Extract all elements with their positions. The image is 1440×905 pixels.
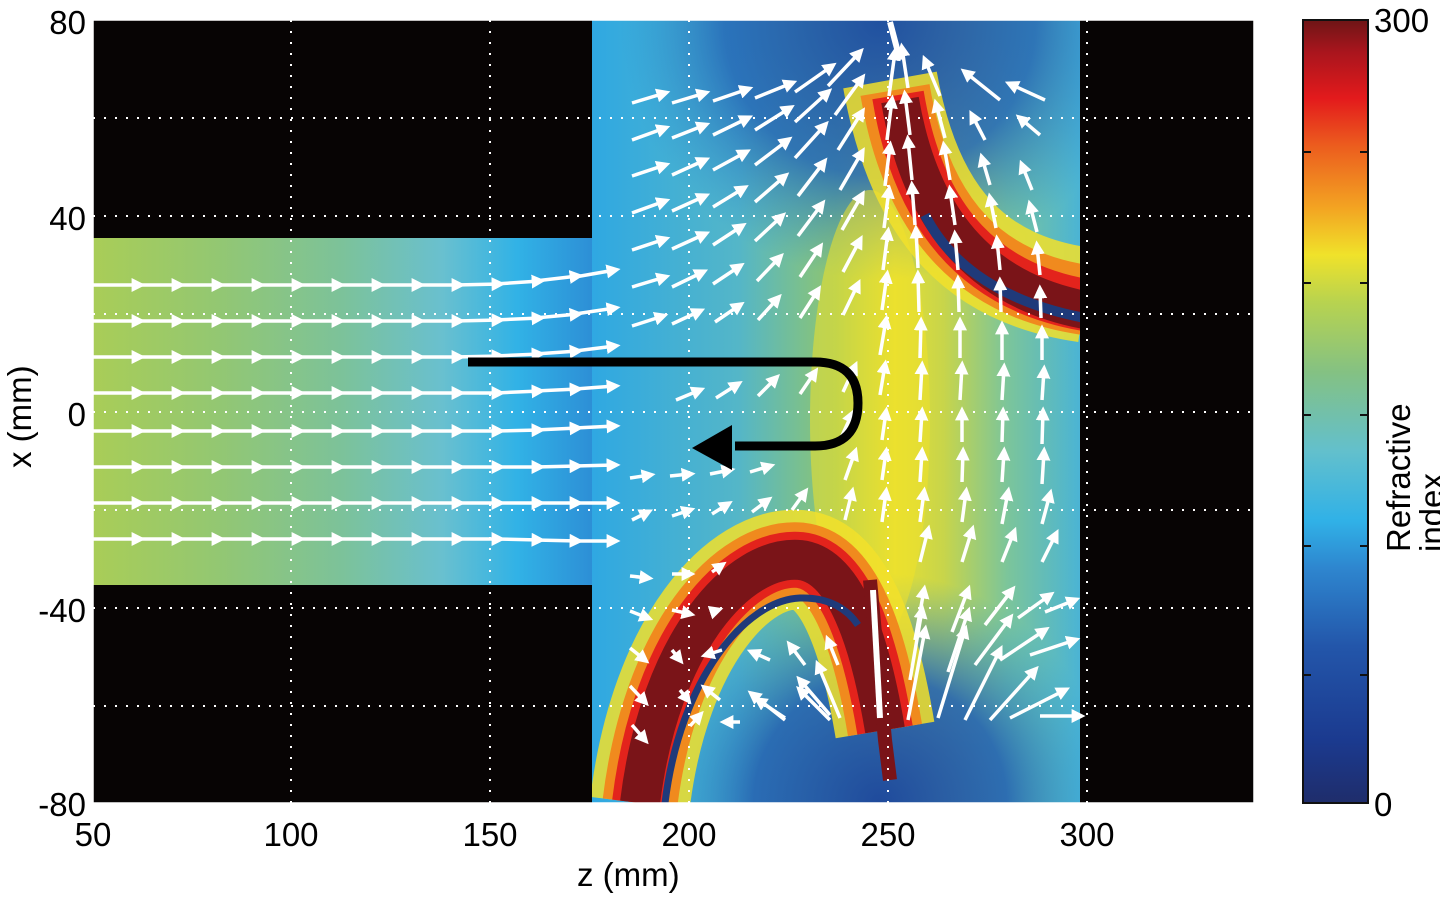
y-axis-title: x (mm) [1, 365, 38, 468]
y-tick-label: -80 [38, 786, 86, 823]
x-tick-label: 100 [263, 816, 319, 853]
axes-frame [92, 19, 1255, 804]
x-tick-label: 300 [1059, 816, 1115, 853]
x-tick-label: 200 [661, 816, 717, 853]
x-axis-title: z (mm) [577, 856, 680, 893]
u-turn-arrow-annotation [468, 357, 863, 470]
y-tick-label: 40 [49, 200, 86, 237]
colorbar-title: Refractive index [1380, 403, 1440, 552]
x-tick-label: 250 [860, 816, 916, 853]
colorbar-min-label: 0 [1374, 786, 1393, 823]
colorbar-max-label: 300 [1374, 2, 1430, 39]
singularity-streaks [870, 21, 903, 719]
quiver-arrows-waveguide [93, 264, 621, 548]
colorbar [1302, 19, 1369, 804]
waveguide-region [93, 238, 592, 585]
y-tick-label: -40 [38, 592, 86, 629]
y-tick-label: 0 [67, 396, 86, 433]
y-tick-label: 80 [49, 4, 86, 41]
x-tick-label: 50 [74, 816, 112, 853]
quiver-arrows-region [628, 42, 1086, 745]
x-tick-label: 150 [462, 816, 518, 853]
